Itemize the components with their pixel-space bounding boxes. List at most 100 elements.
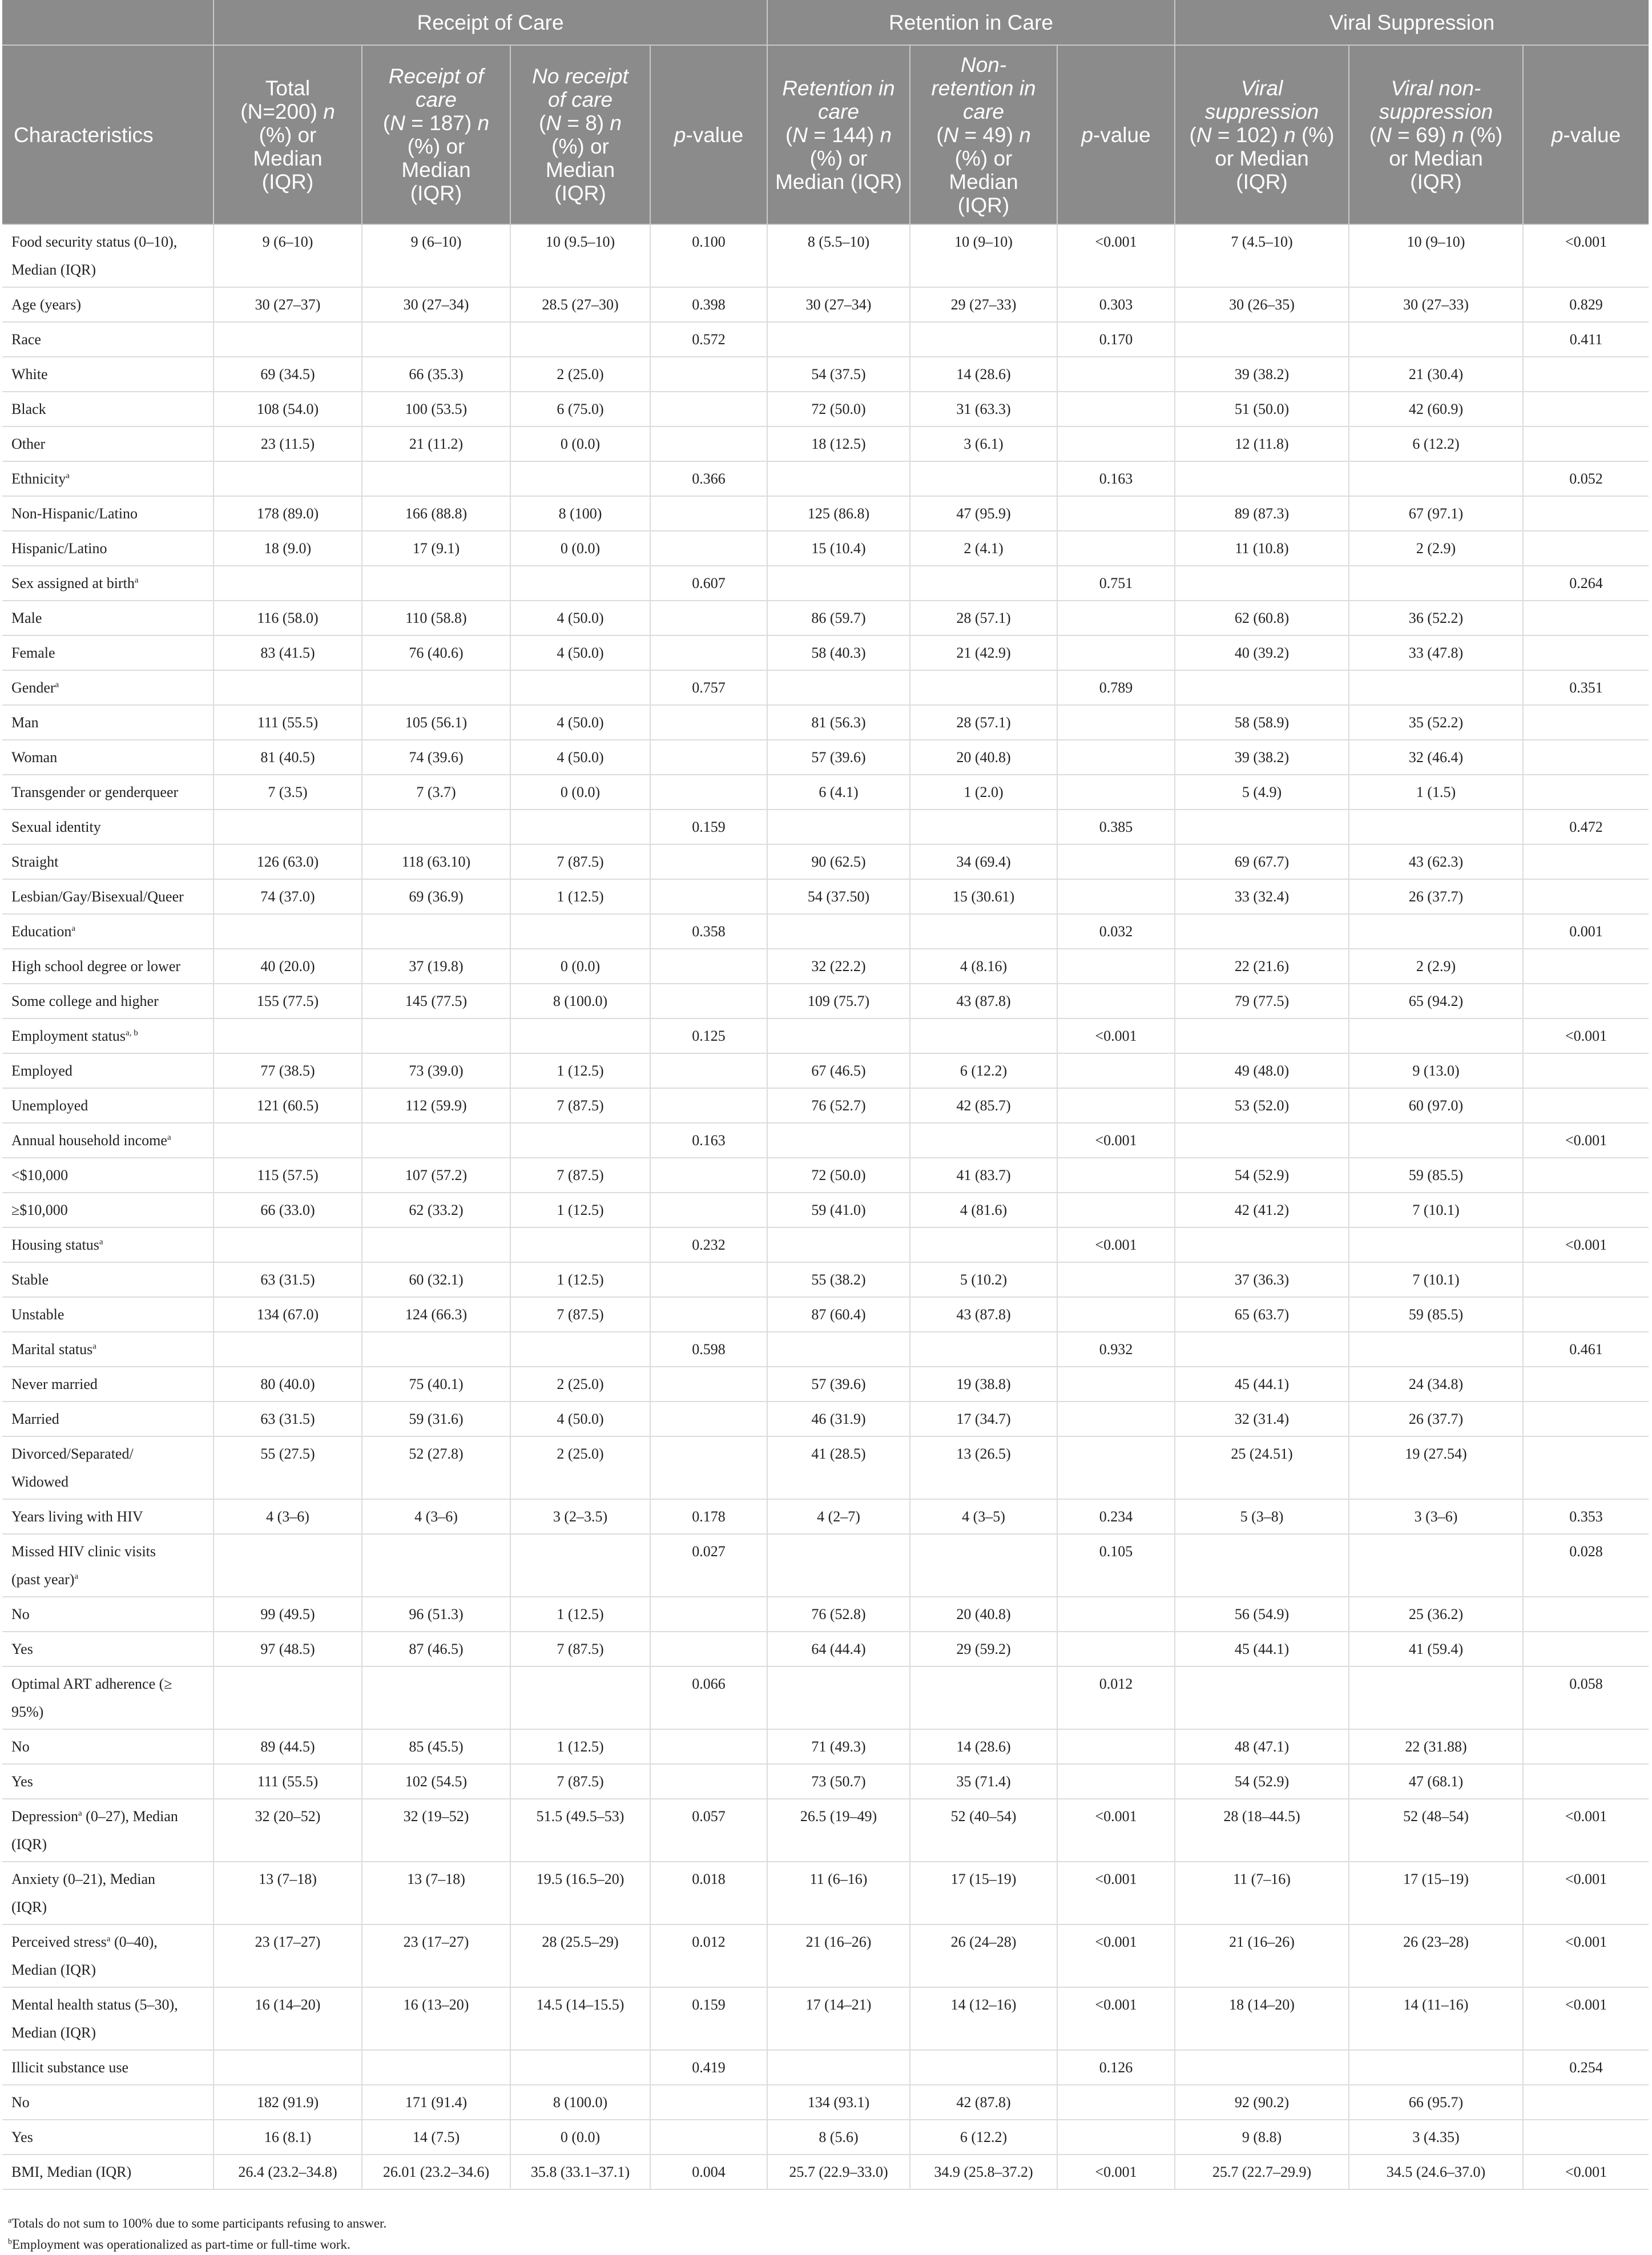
table-cell: 33 (32.4) (1174, 879, 1349, 915)
row-label: Employed (2, 1053, 213, 1089)
table-cell: 16 (8.1) (213, 2120, 362, 2155)
table-cell (1522, 949, 1649, 984)
table-cell: 60 (97.0) (1348, 1088, 1524, 1124)
table-cell (1057, 1436, 1175, 1500)
row-label: Unemployed (2, 1088, 213, 1124)
table-cell: 81 (40.5) (213, 740, 362, 775)
table-cell: <0.001 (1057, 1799, 1175, 1862)
table-cell (909, 566, 1058, 601)
table-cell: 43 (87.8) (909, 1297, 1058, 1332)
table-cell: <0.001 (1522, 1227, 1649, 1263)
table-cell: 8 (100) (510, 496, 650, 531)
table-cell: 0.789 (1057, 670, 1175, 706)
table-cell: 63 (31.5) (213, 1402, 362, 1437)
table-cell: 54 (37.5) (767, 357, 910, 392)
table-cell: <0.001 (1522, 1799, 1649, 1862)
table-cell (649, 844, 768, 880)
table-cell: 15 (30.61) (909, 879, 1058, 915)
table-cell (767, 322, 910, 357)
table-cell: 0.254 (1522, 2050, 1649, 2085)
table-cell (510, 810, 650, 845)
table-cell (1348, 1018, 1524, 1054)
table-row: Years living with HIV 4 (3–6) 4 (3–6) 3 (2–… (2, 1499, 1649, 1535)
table-cell: 121 (60.5) (213, 1088, 362, 1124)
row-label: Gendera (2, 670, 213, 706)
table-cell (909, 1666, 1058, 1730)
table-cell: 20 (40.8) (909, 1597, 1058, 1632)
table-cell: 0.178 (649, 1499, 768, 1535)
table-row: Black 108 (54.0) 100 (53.5) 6 (75.0) 72 (50.… (2, 392, 1649, 427)
table-cell: 0.353 (1522, 1499, 1649, 1535)
table-cell: 81 (56.3) (767, 705, 910, 740)
table-cell (213, 1534, 362, 1597)
table-cell (909, 1332, 1058, 1367)
table-cell: 5 (4.9) (1174, 775, 1349, 810)
table-cell: 7 (10.1) (1348, 1262, 1524, 1298)
table-cell: 21 (16–26) (1174, 1924, 1349, 1988)
table-cell (1057, 775, 1175, 810)
table-cell: 35 (52.2) (1348, 705, 1524, 740)
table-row: Unemployed 121 (60.5) 112 (59.9) 7 (87.5) 76… (2, 1088, 1649, 1124)
table-cell (1522, 392, 1649, 427)
table-cell (1057, 984, 1175, 1019)
table-cell: 67 (46.5) (767, 1053, 910, 1089)
table-cell (909, 1018, 1058, 1054)
table-cell: 6 (4.1) (767, 775, 910, 810)
row-label: High school degree or lower (2, 949, 213, 984)
table-cell (1057, 1764, 1175, 1799)
table-cell: 11 (7–16) (1174, 1862, 1349, 1925)
row-label: ≥$10,000 (2, 1193, 213, 1228)
table-cell (510, 1123, 650, 1158)
table-cell: 4 (50.0) (510, 705, 650, 740)
table-cell: 0 (0.0) (510, 775, 650, 810)
table-cell: 23 (17–27) (361, 1924, 510, 1988)
table-cell (649, 1158, 768, 1193)
table-cell (1174, 810, 1349, 845)
table-cell: 16 (13–20) (361, 1987, 510, 2051)
table-cell: 23 (17–27) (213, 1924, 362, 1988)
table-cell: 28 (57.1) (909, 601, 1058, 636)
table-cell: 8 (100.0) (510, 2085, 650, 2120)
table-cell: <0.001 (1057, 1123, 1175, 1158)
column-header-row: Characteristics Total (N=200) n (%) or Medi… (2, 45, 1649, 225)
table-cell (649, 1402, 768, 1437)
table-cell (767, 2050, 910, 2085)
table-row: Missed HIV clinic visits (past year)a 0.02… (2, 1534, 1649, 1597)
table-cell (767, 566, 910, 601)
table-cell: 17 (15–19) (909, 1862, 1058, 1925)
table-cell (510, 322, 650, 357)
column-header-non-retention-in-care: Non-retention in care (N = 49) n (%) or Medi… (909, 45, 1058, 225)
table-cell: 46 (31.9) (767, 1402, 910, 1437)
table-cell: 17 (15–19) (1348, 1862, 1524, 1925)
table-cell: 66 (95.7) (1348, 2085, 1524, 2120)
table-cell (649, 426, 768, 462)
row-label: Ethnicitya (2, 461, 213, 497)
table-cell: 0.163 (1057, 461, 1175, 497)
table-cell: 26 (23–28) (1348, 1924, 1524, 1988)
table-cell: 30 (27–37) (213, 287, 362, 323)
table-cell (649, 879, 768, 915)
table-cell: 7 (87.5) (510, 1158, 650, 1193)
table-cell: 178 (89.0) (213, 496, 362, 531)
table-row: Married 63 (31.5) 59 (31.6) 4 (50.0) 46 (31.… (2, 1402, 1649, 1437)
row-label: No (2, 2085, 213, 2120)
table-cell: 73 (50.7) (767, 1764, 910, 1799)
group-header-receipt-of-care: Receipt of Care (212, 0, 768, 46)
table-cell: 0.001 (1522, 914, 1649, 949)
table-cell: 115 (57.5) (213, 1158, 362, 1193)
table-cell: 111 (55.5) (213, 1764, 362, 1799)
row-label: Food security status (0–10), Median (IQR) (2, 224, 213, 288)
row-label: Lesbian/Gay/Bisexual/Queer (2, 879, 213, 915)
table-row: Other 23 (11.5) 21 (11.2) 0 (0.0) 18 (12.5) 3… (2, 426, 1649, 462)
table-cell: 21 (42.9) (909, 635, 1058, 671)
table-cell: 0 (0.0) (510, 949, 650, 984)
table-cell (649, 635, 768, 671)
table-cell (1057, 1053, 1175, 1089)
table-cell (1522, 844, 1649, 880)
table-cell: 87 (60.4) (767, 1297, 910, 1332)
table-cell (767, 1123, 910, 1158)
table-cell (649, 357, 768, 392)
table-cell (1174, 1018, 1349, 1054)
group-header-row: Receipt of Care Retention in Care Viral … (2, 0, 1649, 46)
table-cell: 3 (4.35) (1348, 2120, 1524, 2155)
